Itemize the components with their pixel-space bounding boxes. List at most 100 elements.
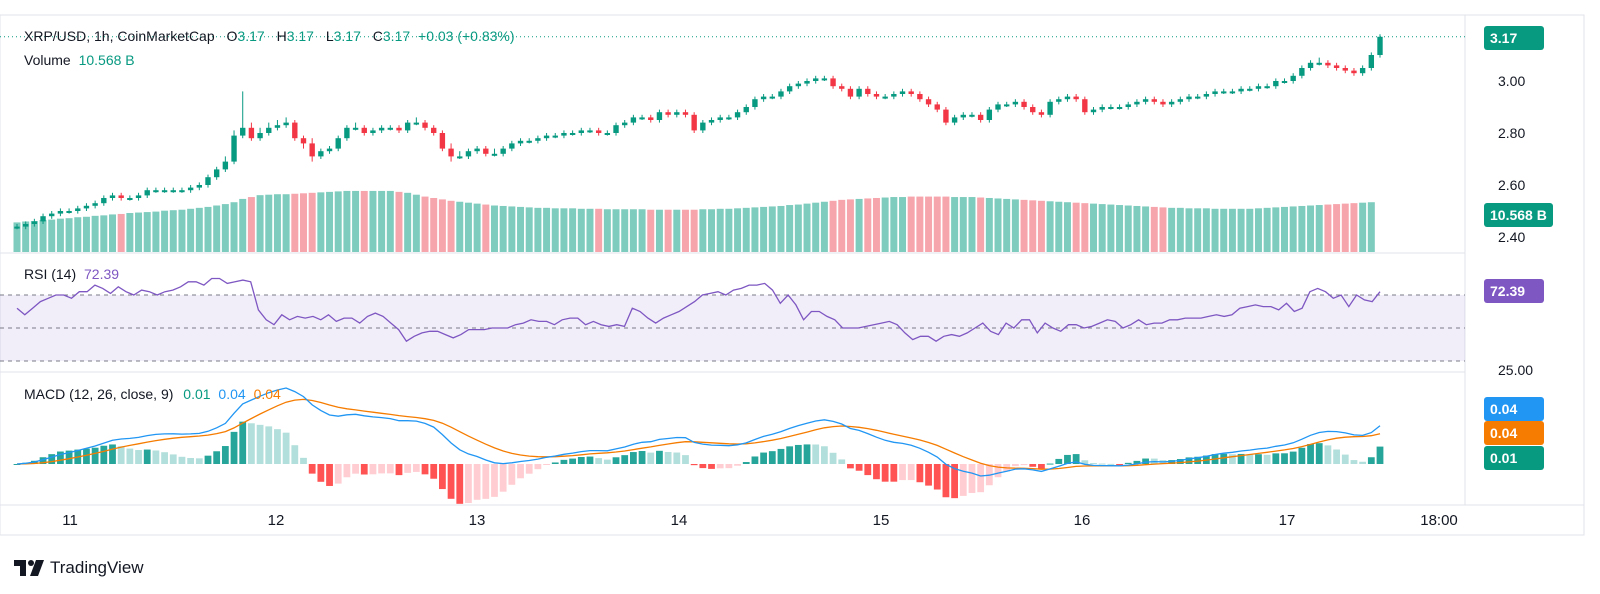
candle xyxy=(1186,94,1192,102)
volume-bar xyxy=(812,202,820,252)
macd-histogram-bar xyxy=(352,464,359,474)
volume-bar xyxy=(1150,206,1158,252)
volume-legend: Volume 10.568 B xyxy=(24,51,135,69)
x-tick-15: 15 xyxy=(872,512,890,529)
macd-histogram-bar xyxy=(725,464,733,469)
macd-histogram-bar xyxy=(881,464,889,482)
candle-body xyxy=(726,117,732,120)
candle-body xyxy=(960,114,966,118)
candle xyxy=(1255,83,1262,92)
macd-histogram-bar xyxy=(204,455,212,464)
candle-body xyxy=(682,112,689,115)
volume-bar xyxy=(178,209,186,252)
candle xyxy=(404,120,411,133)
macd-histogram-bar xyxy=(230,431,238,464)
macd-histogram-bar xyxy=(977,464,985,493)
volume-bar xyxy=(1315,205,1323,252)
candle xyxy=(760,94,767,102)
volume-bar xyxy=(907,196,915,252)
volume-badge: 10.568 B xyxy=(1484,203,1553,227)
candle xyxy=(1134,99,1140,107)
candle xyxy=(1325,60,1331,68)
candle-body xyxy=(135,195,142,198)
candle-body xyxy=(40,216,46,222)
macd-histogram-bar xyxy=(916,464,924,483)
low-value: 3.17 xyxy=(333,28,361,44)
candle xyxy=(109,192,116,201)
candle-body xyxy=(691,114,697,131)
candle xyxy=(613,122,619,136)
volume-bar xyxy=(629,209,637,252)
candle xyxy=(1151,96,1157,105)
macd-histogram-bar xyxy=(369,464,377,475)
volume-bar xyxy=(551,208,559,252)
volume-bar xyxy=(291,193,299,252)
candle-body xyxy=(404,122,411,131)
macd-legend: MACD (12, 26, close, 9) 0.01 0.04 0.04 xyxy=(24,385,281,403)
macd-histogram-bar xyxy=(48,454,56,464)
macd-histogram-bar xyxy=(890,464,898,482)
macd-histogram-bar xyxy=(708,464,715,469)
candle-body xyxy=(865,88,871,94)
macd-histogram-bar xyxy=(291,445,299,464)
candle xyxy=(292,120,298,141)
candle-body xyxy=(917,94,923,100)
candle-body xyxy=(1056,99,1062,102)
candle-body xyxy=(1012,101,1019,105)
volume-bar xyxy=(577,208,585,252)
candle xyxy=(118,192,124,201)
macd-histogram-bar xyxy=(656,450,663,464)
volume-bar xyxy=(152,211,160,252)
candle-body xyxy=(1004,104,1010,107)
candle xyxy=(1116,104,1123,110)
volume-bar xyxy=(977,197,985,252)
candle xyxy=(1030,104,1036,115)
candle xyxy=(778,88,784,100)
candle xyxy=(1168,99,1175,107)
candle-body xyxy=(483,148,489,154)
volume-bar xyxy=(1272,207,1280,252)
volume-bar xyxy=(742,207,750,252)
candle xyxy=(1368,52,1375,71)
macd-histogram-bar xyxy=(603,459,611,464)
macd-histogram-bar xyxy=(508,464,516,485)
volume-bar xyxy=(473,203,481,252)
high-value: 3.17 xyxy=(286,28,314,44)
candle-body xyxy=(309,143,315,157)
macd-histogram-bar xyxy=(1029,464,1037,467)
volume-bar xyxy=(82,216,90,252)
candle xyxy=(1194,94,1201,100)
candle-body xyxy=(708,120,715,123)
candle xyxy=(1307,60,1314,71)
open-value: 3.17 xyxy=(237,28,265,44)
candle-body xyxy=(648,117,654,120)
candle xyxy=(179,187,185,193)
volume-bar xyxy=(846,199,854,252)
macd-histogram-bar xyxy=(300,457,307,464)
tradingview-logo-icon xyxy=(14,560,44,576)
candle-body xyxy=(1116,107,1123,109)
macd-histogram-bar xyxy=(482,464,490,499)
volume-bar xyxy=(569,208,577,252)
candle xyxy=(882,94,888,100)
candle-body xyxy=(1325,62,1331,66)
macd-histogram-bar xyxy=(430,464,438,479)
candle xyxy=(378,125,385,133)
macd-histogram-bar xyxy=(777,448,785,464)
macd-histogram-bar xyxy=(378,464,386,474)
candle xyxy=(691,112,697,133)
volume-bar xyxy=(1011,199,1019,252)
candle-body xyxy=(1299,68,1305,76)
macd-histogram-bar xyxy=(682,455,689,464)
candle xyxy=(257,127,263,141)
volume-bar xyxy=(22,221,30,252)
macd-histogram-bar xyxy=(569,458,577,464)
candle-body xyxy=(22,224,29,227)
candle-body xyxy=(760,96,767,100)
candle xyxy=(517,138,524,146)
macd-histogram-bar xyxy=(343,464,351,478)
macd-histogram-bar xyxy=(968,464,976,493)
macd-histogram-bar xyxy=(456,464,464,504)
volume-bar xyxy=(273,194,281,252)
